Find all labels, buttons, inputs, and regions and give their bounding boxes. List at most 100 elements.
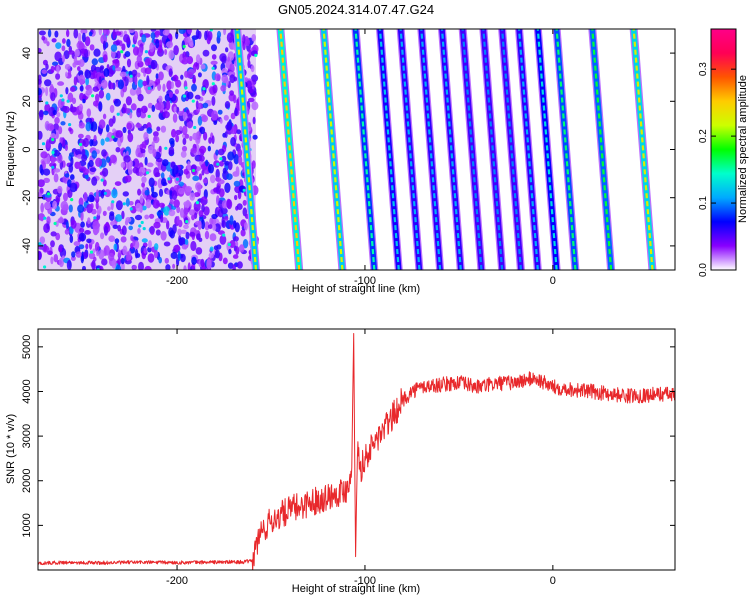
noise-peak [59, 94, 63, 98]
noise-blob [154, 30, 161, 36]
noise-blob [85, 121, 92, 132]
noise-blob [43, 168, 51, 176]
noise-blob [70, 174, 75, 181]
noise-blob [192, 74, 196, 84]
noise-blob [92, 70, 98, 79]
noise-blob [101, 258, 108, 266]
noise-blob [201, 219, 205, 230]
noise-blob [134, 75, 138, 86]
noise-blob [80, 210, 84, 222]
noise-blob [162, 83, 166, 93]
noise-peak [53, 221, 57, 226]
noise-blob [106, 156, 111, 163]
noise-blob [145, 199, 152, 209]
noise-blob [234, 107, 238, 117]
noise-blob [175, 129, 182, 135]
noise-blob [219, 118, 223, 124]
noise-blob [85, 77, 89, 86]
noise-blob [104, 189, 111, 198]
noise-blob [203, 131, 208, 141]
noise-peak [144, 50, 148, 54]
noise-blob [88, 31, 93, 37]
noise-blob [208, 163, 214, 174]
noise-blob [122, 126, 127, 134]
noise-blob [191, 256, 197, 265]
noise-blob [84, 230, 91, 235]
noise-blob [148, 177, 155, 188]
noise-blob [128, 166, 133, 175]
noise-peak [175, 177, 179, 181]
noise-blob [51, 38, 57, 43]
noise-blob [91, 176, 98, 186]
noise-blob [198, 173, 203, 181]
snr-frame [37, 328, 676, 571]
noise-blob [212, 224, 217, 231]
noise-blob [184, 133, 190, 139]
noise-blob [190, 147, 197, 154]
noise-blob [149, 225, 155, 235]
noise-blob [172, 113, 178, 123]
noise-blob [141, 176, 147, 184]
noise-blob [183, 168, 190, 175]
noise-blob [202, 102, 209, 109]
noise-blob [38, 78, 42, 85]
noise-blob [180, 150, 187, 158]
noise-blob [235, 241, 239, 247]
noise-blob [85, 243, 89, 250]
noise-blob [60, 121, 66, 126]
noise-blob [52, 109, 57, 116]
noise-blob [79, 48, 88, 54]
noise-blob [92, 220, 100, 230]
noise-blob [173, 45, 179, 56]
noise-blob [47, 123, 55, 132]
noise-blob [50, 231, 57, 237]
y-tick-label: -40 [21, 238, 33, 254]
noise-blob [81, 154, 88, 162]
noise-blob [170, 81, 174, 89]
noise-blob [166, 41, 173, 49]
noise-peak [116, 112, 120, 116]
noise-blob [221, 200, 228, 209]
noise-blob [91, 150, 98, 159]
noise-blob [198, 210, 204, 218]
noise-blob [158, 95, 163, 103]
noise-blob [185, 199, 191, 209]
noise-blob [227, 151, 235, 161]
noise-blob [203, 206, 210, 216]
noise-blob [182, 137, 187, 145]
noise-blob [217, 109, 223, 115]
noise-blob [209, 246, 214, 252]
noise-blob [98, 89, 105, 99]
noise-blob [175, 244, 180, 252]
y-tick-label: 0 [21, 146, 33, 152]
noise-blob [146, 127, 153, 134]
noise-blob [112, 59, 120, 64]
noise-blob [233, 180, 241, 187]
noise-blob [182, 125, 188, 136]
x-tick-label: -200 [166, 275, 188, 287]
noise-blob [108, 252, 115, 262]
noise-blob [201, 169, 205, 176]
noise-blob [122, 103, 127, 114]
snr-series-line [38, 333, 675, 570]
noise-blob [92, 248, 96, 253]
noise-blob [54, 30, 59, 38]
noise-peak [46, 192, 51, 196]
noise-blob [141, 182, 146, 188]
noise-blob [135, 123, 142, 129]
noise-blob [172, 263, 176, 269]
noise-blob [50, 240, 55, 248]
noise-blob [83, 191, 88, 202]
noise-blob [164, 49, 168, 55]
noise-blob [150, 59, 158, 70]
noise-blob [147, 253, 155, 263]
noise-blob [205, 159, 209, 167]
stripe-core [482, 29, 504, 270]
stripe-core [378, 29, 400, 270]
noise-blob [152, 199, 160, 209]
noise-blob [132, 46, 140, 56]
noise-blob [80, 221, 85, 228]
noise-blob [140, 148, 146, 154]
noise-blob [124, 51, 131, 58]
stripe-core [591, 29, 613, 270]
